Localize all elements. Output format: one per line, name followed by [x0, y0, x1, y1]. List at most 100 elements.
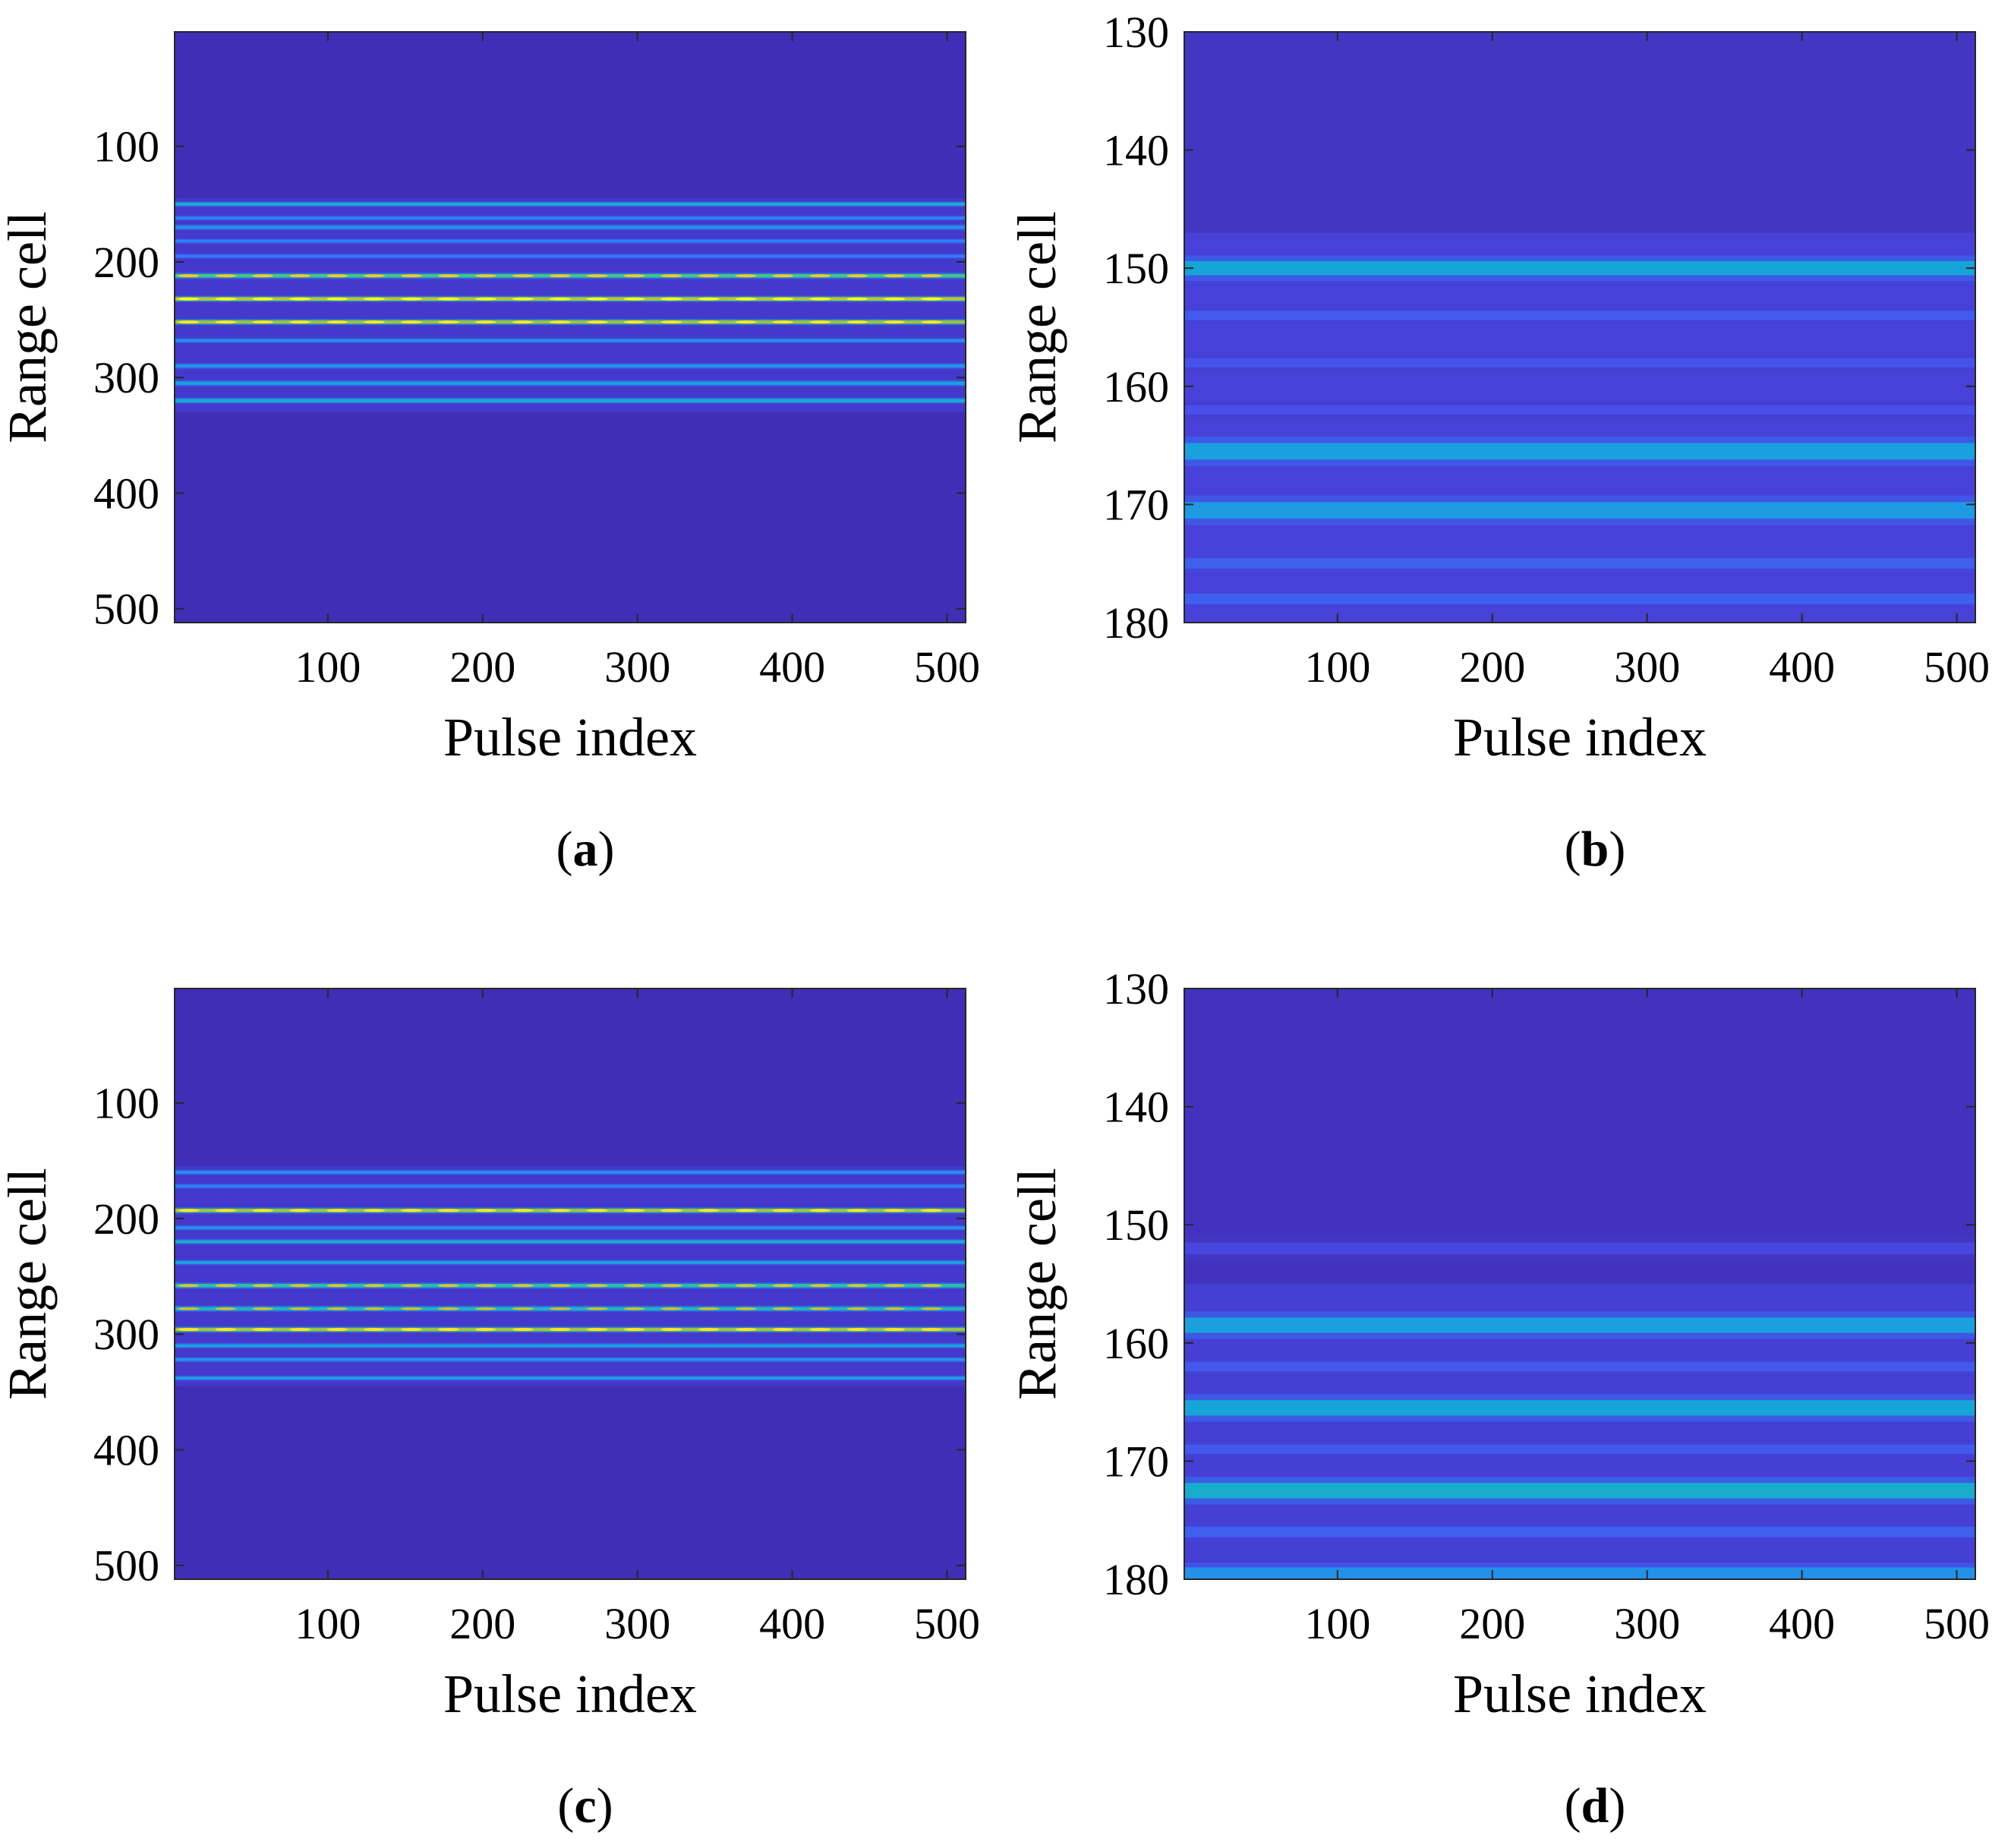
- band-8-spot: [772, 1328, 794, 1332]
- band-7-spot: [178, 320, 200, 324]
- band-6-spot: [846, 297, 868, 301]
- y-tick-label: 150: [1103, 244, 1169, 293]
- band-2-spot: [809, 1209, 831, 1213]
- band-7-spot: [215, 320, 237, 324]
- y-tick-label: 200: [93, 238, 159, 287]
- band-4: [1184, 443, 1975, 460]
- band-2-spot: [178, 1209, 200, 1213]
- band-8-spot: [512, 1328, 534, 1332]
- band-2-spot: [326, 1209, 348, 1213]
- band-7-spot: [772, 1307, 794, 1310]
- band-3: [175, 1226, 966, 1230]
- y-axis-title: Range cell: [1007, 211, 1067, 443]
- panel-caption: (c): [557, 1778, 613, 1834]
- band-4: [1184, 1444, 1975, 1455]
- panel-a: 100 200 300 400 500 100 200 300 400 500 Pulse inde…: [0, 31, 980, 877]
- band-6-spot: [474, 297, 496, 301]
- band-5-spot: [586, 274, 608, 278]
- y-axis-title: Range cell: [0, 1168, 58, 1400]
- band-6-spot: [400, 1284, 422, 1288]
- band-6-spot: [549, 297, 571, 301]
- band-6: [1184, 558, 1975, 569]
- x-tick-label: 100: [295, 642, 361, 692]
- axes-frame: [1184, 988, 1976, 1580]
- band-0: [175, 1171, 966, 1175]
- band-1: [175, 1184, 966, 1188]
- target-region: [175, 1166, 966, 1386]
- band-10: [175, 1358, 966, 1361]
- band-1: [1184, 311, 1975, 320]
- y-tick-label: 400: [93, 1425, 159, 1474]
- band-7-spot: [809, 1307, 831, 1310]
- band-8-spot: [735, 1328, 757, 1332]
- band-7-spot: [437, 320, 459, 324]
- x-tick-label: 400: [759, 642, 825, 692]
- band-8-spot: [809, 1328, 831, 1332]
- x-tick-label: 500: [1924, 1599, 1990, 1648]
- band-8-spot: [921, 1328, 943, 1332]
- band-5-spot: [846, 274, 868, 278]
- band-2-spot: [884, 1209, 906, 1213]
- band-4: [175, 1240, 966, 1244]
- x-axis-title: Pulse index: [1453, 1664, 1707, 1724]
- band-6-spot: [586, 1284, 608, 1288]
- band-7-spot: [549, 1307, 571, 1310]
- band-7-spot: [623, 1307, 645, 1310]
- band-2-spot: [437, 1209, 459, 1213]
- band-0: [1184, 1242, 1975, 1255]
- band-7-spot: [364, 1307, 386, 1310]
- band-8-spot: [364, 1328, 386, 1332]
- band-5-spot: [660, 274, 682, 278]
- band-8-spot: [623, 1328, 645, 1332]
- band-7-spot: [326, 320, 348, 324]
- band-7-spot: [809, 320, 831, 324]
- y-tick-label: 180: [1103, 598, 1169, 648]
- band-6-spot: [512, 297, 534, 301]
- band-2-spot: [512, 1209, 534, 1213]
- band-6-spot: [735, 1284, 757, 1288]
- y-tick-label: 180: [1103, 1555, 1169, 1604]
- band-0: [1184, 260, 1975, 276]
- x-tick-label: 400: [759, 1599, 825, 1648]
- band-6-spot: [735, 297, 757, 301]
- band-8-spot: [252, 1328, 274, 1332]
- x-tick-label: 500: [1924, 642, 1990, 692]
- band-1: [1184, 1317, 1975, 1333]
- band-8-spot: [400, 1328, 422, 1332]
- band-1: [175, 216, 966, 220]
- band-5-spot: [252, 274, 274, 278]
- band-6-spot: [921, 297, 943, 301]
- panel-c: 100 200 300 400 500 100 200 300 400 500 Pulse inde…: [0, 988, 980, 1834]
- x-tick-label: 500: [914, 1599, 980, 1648]
- band-7-spot: [512, 320, 534, 324]
- band-6-spot: [698, 297, 720, 301]
- x-tick-label: 200: [449, 1599, 515, 1648]
- band-2-spot: [698, 1209, 720, 1213]
- x-tick-label: 500: [914, 642, 980, 692]
- band-5-spot: [921, 274, 943, 278]
- heatmap-c: [175, 989, 966, 1579]
- band-8-spot: [326, 1328, 348, 1332]
- band-7-spot: [772, 320, 794, 324]
- band-2: [1184, 358, 1975, 367]
- band-7-spot: [698, 320, 720, 324]
- band-6-spot: [921, 1284, 943, 1288]
- band-5: [1184, 1483, 1975, 1499]
- y-tick-label: 100: [93, 1079, 159, 1128]
- band-7-spot: [660, 320, 682, 324]
- band-2-spot: [549, 1209, 571, 1213]
- x-axis-title: Pulse index: [443, 707, 697, 768]
- y-tick-label: 500: [93, 585, 159, 634]
- band-8-spot: [474, 1328, 496, 1332]
- x-tick-label: 300: [1614, 642, 1680, 692]
- band-7-spot: [586, 1307, 608, 1310]
- y-axis-title: Range cell: [0, 211, 58, 443]
- band-6-spot: [698, 1284, 720, 1288]
- y-tick-label: 140: [1103, 1083, 1169, 1132]
- band-2-spot: [623, 1209, 645, 1213]
- band-6-spot: [884, 1284, 906, 1288]
- band-5-spot: [326, 274, 348, 278]
- band-7-spot: [921, 320, 943, 324]
- band-5-spot: [215, 274, 237, 278]
- band-8: [175, 339, 966, 342]
